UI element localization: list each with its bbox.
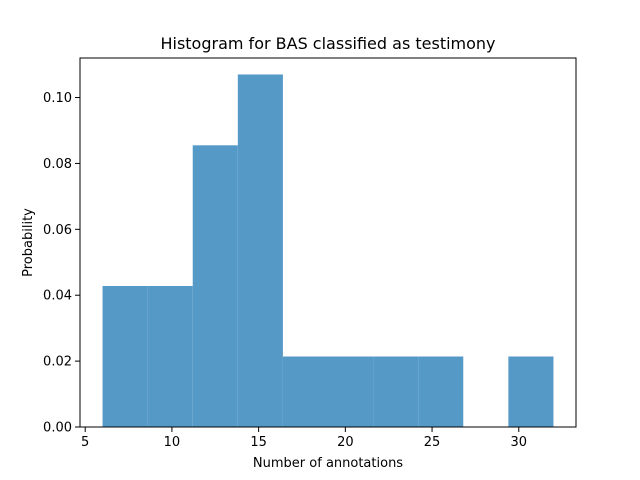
histogram-bar-9 [508,356,554,427]
y-tick-label-0: 0.00 [43,421,72,436]
histogram-bar-4 [282,356,328,427]
x-tick-label-1: 10 [164,435,181,450]
chart-title: Histogram for BAS classified as testimon… [160,34,495,53]
histogram-bar-3 [237,74,283,428]
histogram-bar-2 [192,145,238,427]
histogram-bar-7 [418,356,464,427]
y-tick-label-3: 0.06 [43,223,72,238]
x-axis-ticks: 5 10 15 20 25 30 [81,427,527,450]
y-axis-label: Probability [21,208,36,277]
x-tick-label-2: 15 [250,435,267,450]
x-tick-label-0: 5 [81,435,89,450]
y-tick-label-5: 0.10 [43,91,72,106]
x-tick-label-3: 20 [337,435,354,450]
x-tick-label-5: 30 [510,435,527,450]
bars-group [102,74,554,428]
histogram-bar-1 [147,285,193,427]
histogram-bar-0 [102,285,148,427]
plot-area-frame [79,57,577,428]
histogram-bar-6 [373,356,419,427]
x-axis-label: Number of annotations [253,456,403,471]
y-tick-label-4: 0.08 [43,157,72,172]
y-tick-label-2: 0.04 [43,289,72,304]
y-tick-label-1: 0.02 [43,355,72,370]
histogram-bar-5 [328,356,374,427]
y-axis-ticks: 0.00 0.02 0.04 0.06 0.08 0.10 [43,91,80,436]
x-tick-label-4: 25 [424,435,441,450]
